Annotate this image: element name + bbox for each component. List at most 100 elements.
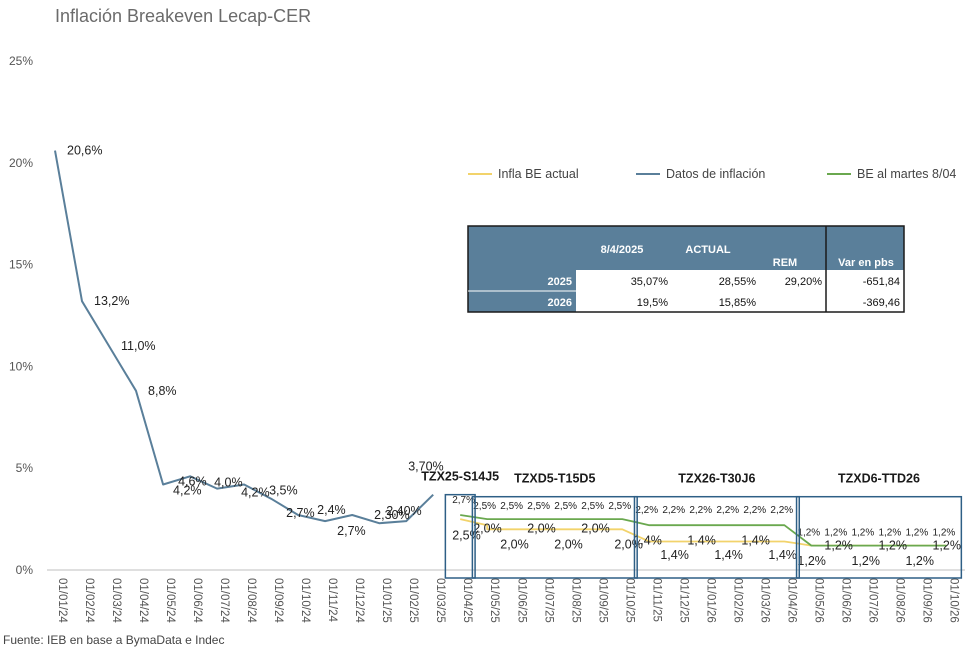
data-label: 2,0% bbox=[473, 521, 502, 535]
table-cell: -651,84 bbox=[863, 276, 900, 288]
data-label: 1,4% bbox=[768, 548, 797, 562]
data-label: 4,0% bbox=[214, 476, 243, 490]
x-tick-label: 01/10/25 bbox=[623, 578, 635, 623]
data-label: 1,2% bbox=[824, 539, 853, 553]
x-tick-label: 01/08/26 bbox=[893, 578, 905, 623]
x-tick-label: 01/09/26 bbox=[920, 578, 932, 623]
x-tick-label: 01/06/25 bbox=[515, 578, 527, 623]
x-tick-label: 01/02/26 bbox=[731, 578, 743, 623]
data-label: 1,2% bbox=[797, 554, 826, 568]
table-column-header: Var en pbs bbox=[838, 257, 894, 269]
data-label: 1,2% bbox=[878, 527, 901, 538]
x-tick-label: 01/02/24 bbox=[83, 578, 95, 623]
x-tick-label: 01/10/26 bbox=[947, 578, 959, 623]
data-label: 2,5% bbox=[608, 501, 631, 512]
table-row-label: 2026 bbox=[548, 297, 572, 309]
data-label: 2,5% bbox=[500, 501, 523, 512]
x-tick-label: 01/03/25 bbox=[434, 578, 446, 623]
data-label: 2,7% bbox=[286, 506, 315, 520]
data-label: 1,2% bbox=[824, 527, 847, 538]
table-column-header: REM bbox=[773, 257, 797, 269]
data-label: 2,0% bbox=[554, 538, 583, 552]
data-label: 2,5% bbox=[452, 528, 481, 542]
data-label: 3,5% bbox=[269, 484, 298, 498]
data-label: 1,2% bbox=[932, 539, 961, 553]
table-cell: 28,55% bbox=[719, 276, 757, 288]
data-label: 2,5% bbox=[554, 501, 577, 512]
x-tick-label: 01/03/24 bbox=[110, 578, 122, 623]
legend-label: BE al martes 8/04 bbox=[857, 167, 956, 181]
data-label: 1,2% bbox=[797, 527, 820, 538]
segment-box bbox=[471, 495, 638, 579]
x-tick-label: 01/04/26 bbox=[785, 578, 797, 623]
table-cell: 29,20% bbox=[785, 276, 823, 288]
data-label: 2,7% bbox=[452, 495, 475, 506]
data-label: 2,5% bbox=[473, 501, 496, 512]
segment-label: TZX25-S14J5 bbox=[421, 470, 499, 484]
data-label: 1,2% bbox=[851, 527, 874, 538]
data-label: 2,2% bbox=[716, 505, 739, 516]
source-note: Fuente: IEB en base a BymaData e Indec bbox=[3, 633, 224, 647]
segment-box bbox=[795, 495, 963, 579]
x-tick-label: 01/09/25 bbox=[596, 578, 608, 623]
data-label: 1,2% bbox=[878, 539, 907, 553]
axes: 0% 5% 10% 15% 20% 25% 01/01/24 01/02/24 01/03/24… bbox=[9, 54, 965, 623]
series-line bbox=[460, 514, 947, 547]
data-label: 13,2% bbox=[94, 294, 129, 308]
table-cell: 19,5% bbox=[637, 297, 668, 309]
table-header-bg bbox=[468, 226, 904, 270]
x-tick-label: 01/02/25 bbox=[407, 578, 419, 623]
data-label: 2,4% bbox=[317, 503, 346, 517]
data-label: 2,30% bbox=[374, 508, 409, 522]
table-border bbox=[467, 225, 905, 313]
x-tick-label: 01/06/24 bbox=[191, 578, 203, 623]
x-tick-label: 01/04/24 bbox=[137, 578, 149, 623]
legend-label: Datos de inflación bbox=[666, 167, 765, 181]
data-label: 1,4% bbox=[633, 534, 662, 548]
segment-label: TZX26-T30J6 bbox=[678, 472, 755, 486]
x-tick-label: 01/06/26 bbox=[839, 578, 851, 623]
legend-label: Infla BE actual bbox=[498, 167, 579, 181]
table-cell: 15,85% bbox=[719, 297, 757, 309]
x-tick-label: 01/11/24 bbox=[326, 578, 338, 623]
data-label: 20,6% bbox=[67, 144, 102, 158]
data-label: 2,0% bbox=[614, 538, 643, 552]
x-tick-label: 01/09/24 bbox=[272, 578, 284, 623]
data-label: 2,0% bbox=[500, 538, 529, 552]
data-label: 1,2% bbox=[932, 527, 955, 538]
chart-title: Inflación Breakeven Lecap-CER bbox=[55, 6, 311, 26]
data-label: 1,4% bbox=[660, 548, 689, 562]
segment-label: TZXD6-TTD26 bbox=[838, 472, 920, 486]
series-layer bbox=[54, 150, 947, 547]
data-label: 1,2% bbox=[905, 554, 934, 568]
data-label: 1,2% bbox=[905, 527, 928, 538]
x-tick-label: 01/08/25 bbox=[569, 578, 581, 623]
data-labels: 20,6%13,2%11,0%8,8%4,2%4,6% 4,0%4,2% 3,5%2… bbox=[67, 144, 961, 568]
data-label: 4,6% bbox=[178, 474, 207, 488]
y-tick-label: 25% bbox=[9, 54, 33, 68]
data-label: 2,2% bbox=[743, 505, 766, 516]
y-tick-label: 0% bbox=[16, 563, 34, 577]
data-label: 2,2% bbox=[662, 505, 685, 516]
x-tick-label: 01/01/26 bbox=[704, 578, 716, 623]
x-tick-label: 01/07/25 bbox=[542, 578, 554, 623]
data-label: 2,2% bbox=[635, 505, 658, 516]
table-cell: 35,07% bbox=[631, 276, 669, 288]
y-tick-label: 10% bbox=[9, 359, 33, 373]
y-tick-label: 15% bbox=[9, 258, 33, 272]
data-label: 4,2% bbox=[241, 485, 270, 499]
y-tick-label: 5% bbox=[16, 461, 34, 475]
data-label: 3,70% bbox=[408, 460, 443, 474]
legend: Infla BE actual Datos de inflación BE al m… bbox=[468, 167, 956, 181]
x-tick-label: 01/05/24 bbox=[164, 578, 176, 623]
table-cell: -369,46 bbox=[863, 297, 900, 309]
x-tick-label: 01/10/24 bbox=[299, 578, 311, 623]
data-label: 2,7% bbox=[337, 524, 366, 538]
x-tick-label: 01/05/26 bbox=[812, 578, 824, 623]
segment-box bbox=[633, 495, 801, 579]
x-tick-label: 01/05/25 bbox=[488, 578, 500, 623]
segment-box bbox=[444, 493, 476, 579]
data-label: 2,2% bbox=[770, 505, 793, 516]
data-label: 8,8% bbox=[148, 384, 177, 398]
series-line bbox=[54, 150, 434, 525]
